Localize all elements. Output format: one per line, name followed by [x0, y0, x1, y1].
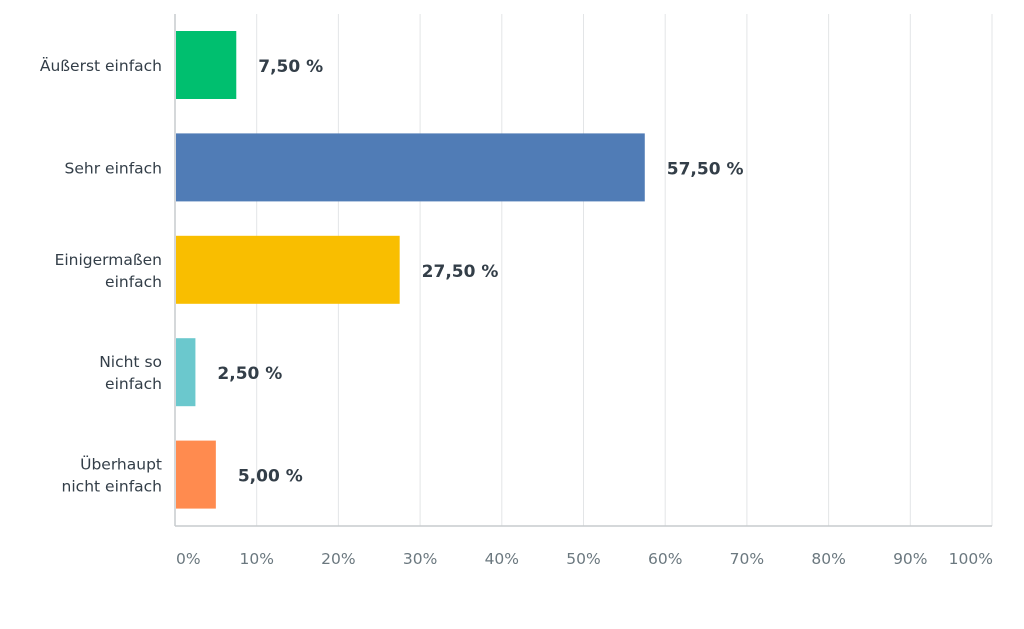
category-label: Sehr einfach — [65, 159, 162, 177]
x-tick-label: 60% — [648, 550, 682, 568]
x-tick-label: 70% — [730, 550, 764, 568]
category-label: Einigermaßen — [55, 251, 162, 269]
data-label: 2,50 % — [217, 364, 282, 384]
data-label: 57,50 % — [667, 159, 744, 179]
x-tick-label: 0% — [176, 550, 201, 568]
bar — [176, 133, 645, 202]
x-tick-label: 40% — [485, 550, 519, 568]
category-label: Überhaupt — [80, 455, 162, 474]
category-label: Nicht so — [99, 353, 162, 371]
bar — [176, 338, 196, 407]
x-tick-label: 50% — [566, 550, 600, 568]
data-label: 5,00 % — [238, 467, 303, 487]
category-label: einfach — [105, 375, 162, 393]
x-tick-label: 90% — [893, 550, 927, 568]
bar — [176, 31, 237, 99]
x-tick-label: 100% — [949, 550, 993, 568]
data-label: 7,50 % — [258, 57, 323, 77]
category-label: nicht einfach — [62, 478, 162, 496]
category-label: einfach — [105, 273, 162, 291]
bar — [176, 440, 216, 509]
bar — [176, 235, 400, 304]
x-tick-label: 30% — [403, 550, 437, 568]
x-tick-label: 80% — [811, 550, 845, 568]
x-tick-label: 10% — [239, 550, 273, 568]
data-label: 27,50 % — [422, 262, 499, 282]
x-tick-label: 20% — [321, 550, 355, 568]
category-label: Äußerst einfach — [40, 56, 162, 75]
